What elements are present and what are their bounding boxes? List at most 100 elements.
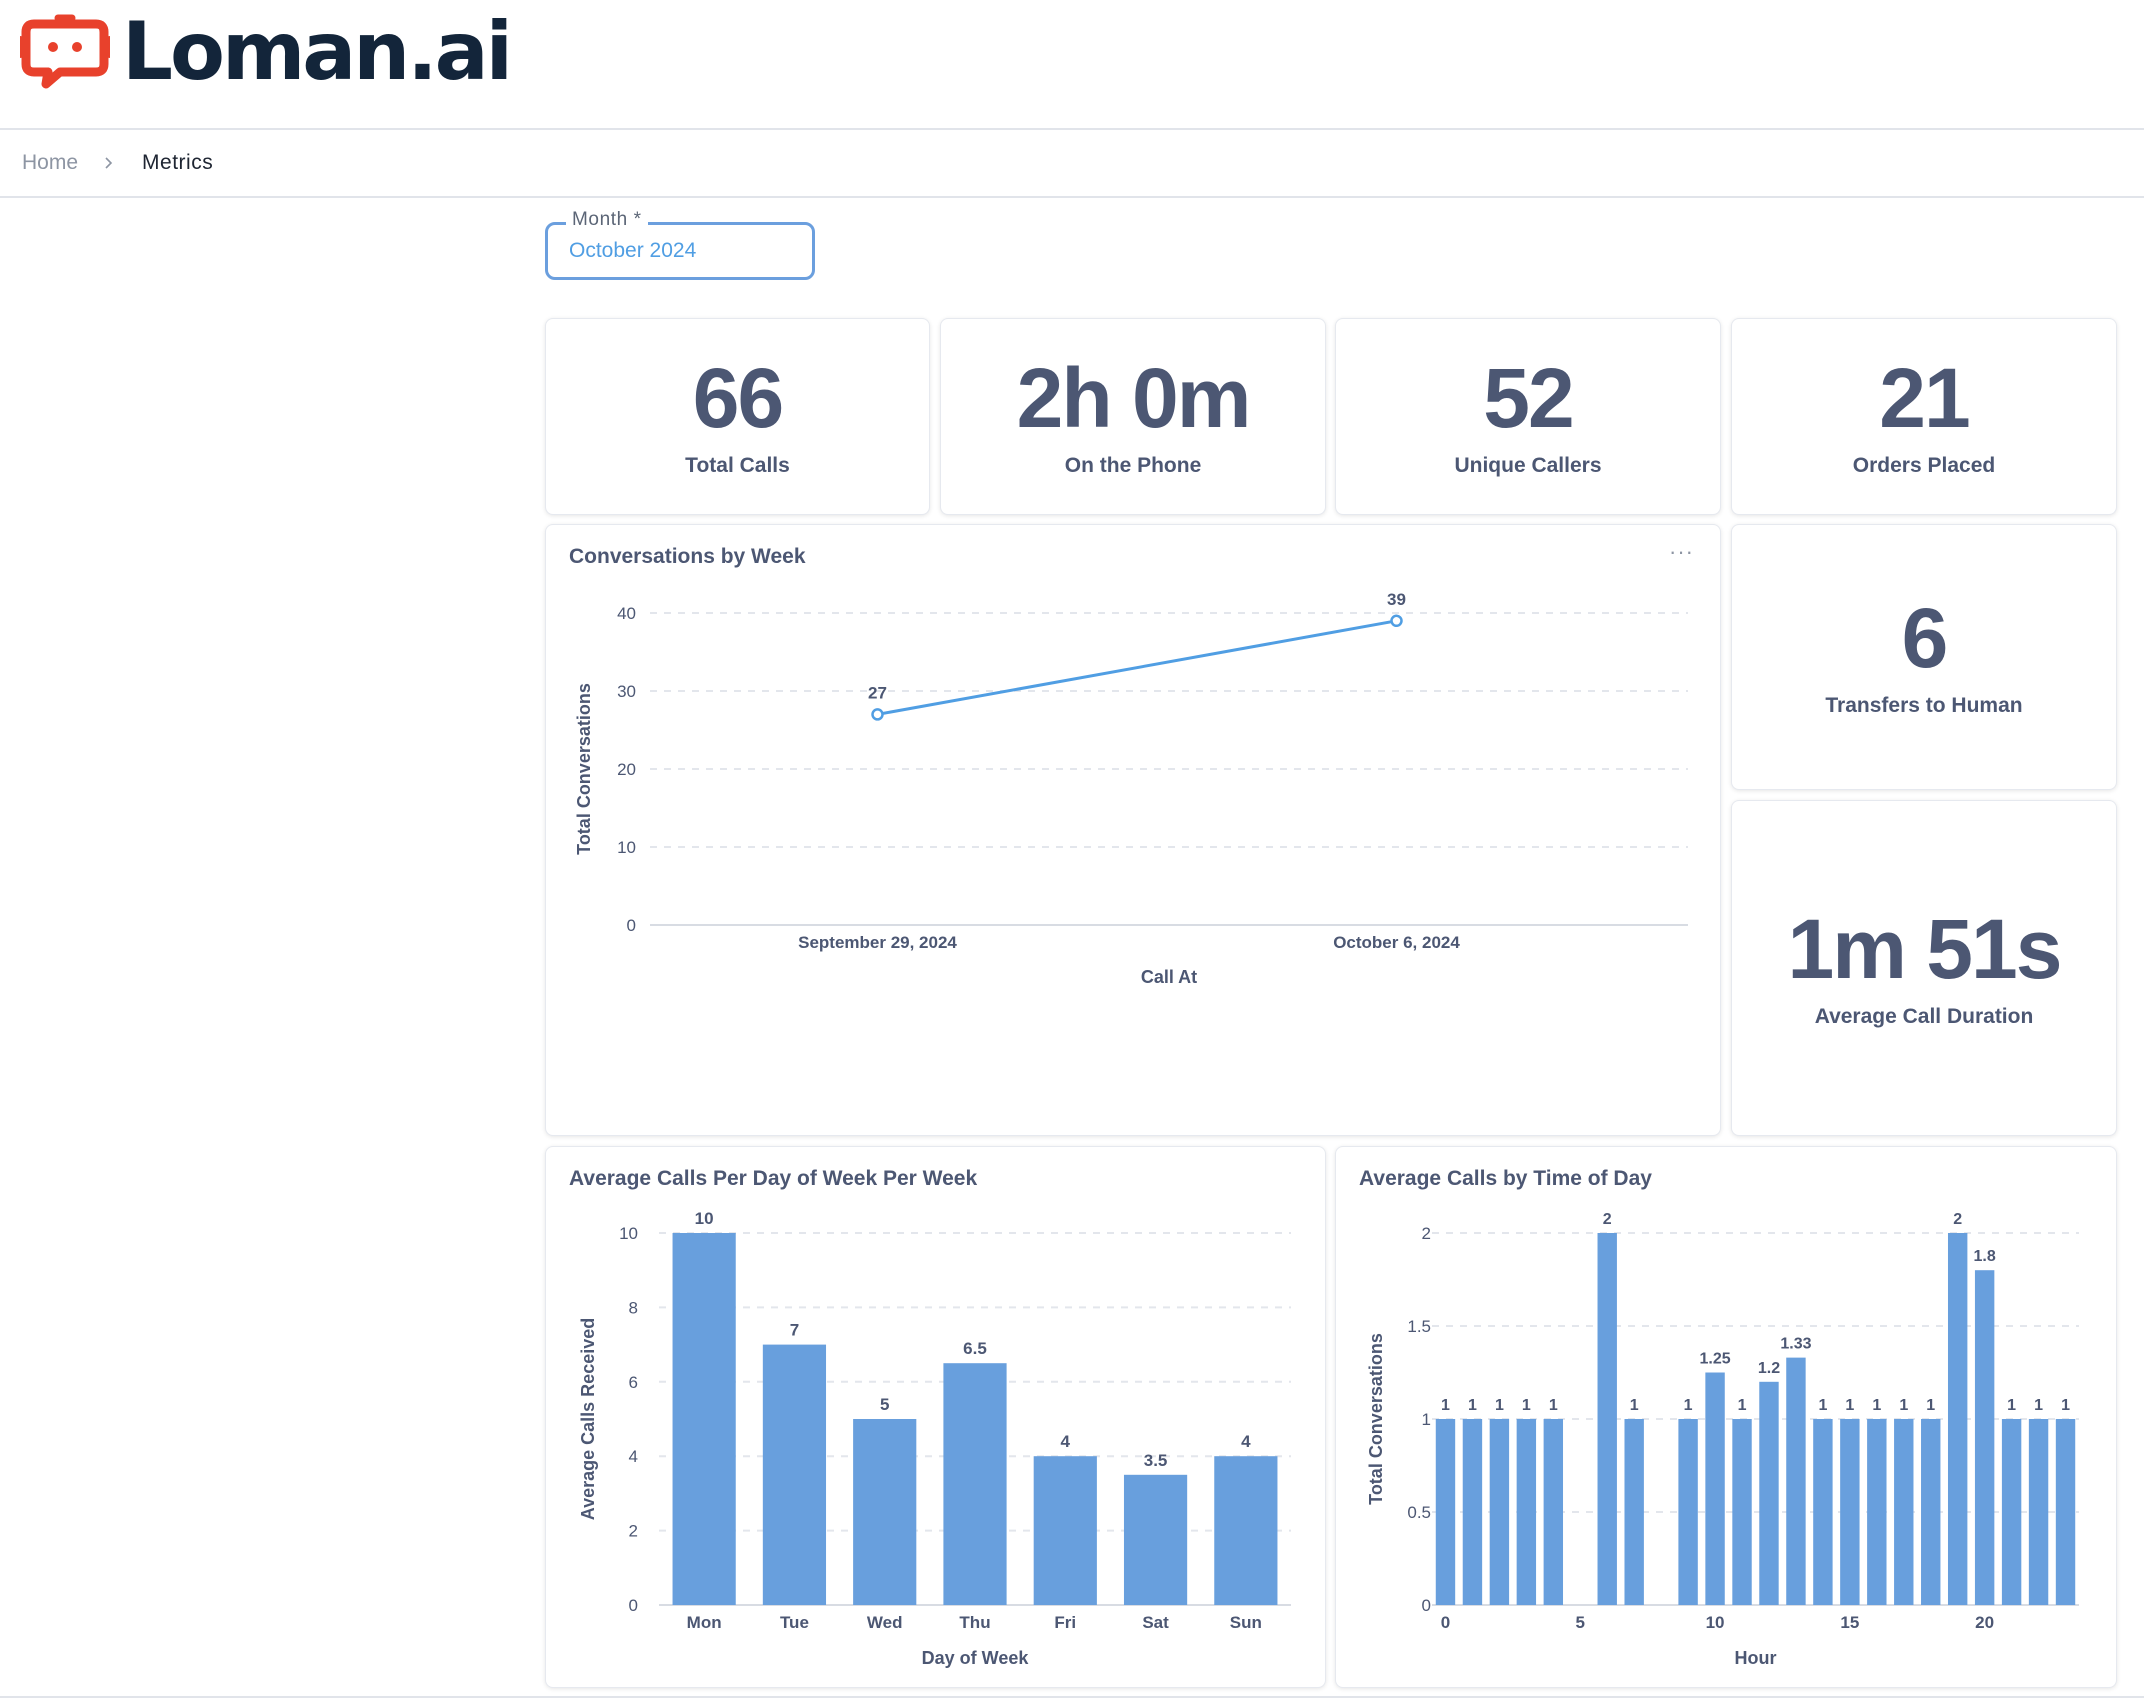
x-axis-title: Day of Week <box>922 1648 1030 1668</box>
month-filter[interactable]: Month * October 2024 <box>545 209 815 280</box>
unique-callers-card: 52 Unique Callers <box>1335 318 1721 515</box>
more-options-icon[interactable]: ··· <box>1669 539 1694 564</box>
bar <box>1759 1381 1779 1605</box>
y-tick-label: 4 <box>629 1447 638 1466</box>
data-label: 6.5 <box>963 1339 987 1358</box>
orders-placed-value: 21 <box>1879 350 1970 445</box>
bar <box>1597 1233 1617 1605</box>
y-axis-title: Average Calls Received <box>578 1318 598 1520</box>
day-of-week-title: Average Calls Per Day of Week Per Week <box>569 1167 978 1190</box>
bar <box>1516 1419 1537 1605</box>
bar <box>1123 1474 1188 1605</box>
y-tick-label: 2 <box>1422 1224 1431 1243</box>
data-label: 39 <box>1387 590 1406 609</box>
bar <box>1921 1419 1941 1605</box>
on-phone-label: On the Phone <box>1064 453 1202 477</box>
bar <box>1214 1456 1278 1605</box>
bar <box>1732 1419 1752 1605</box>
data-label: 2 <box>1603 1211 1612 1228</box>
bar <box>2001 1419 2022 1605</box>
data-label: 1 <box>1522 1397 1531 1414</box>
y-tick-label: 1.5 <box>1407 1317 1431 1336</box>
data-label: 4 <box>1241 1432 1251 1451</box>
x-tick-label: Sat <box>1142 1613 1169 1632</box>
bar <box>1705 1372 1725 1605</box>
day-of-week-card: Average Calls Per Day of Week Per Week 0… <box>545 1146 1326 1688</box>
y-axis-title: Total Conversations <box>1366 1333 1386 1505</box>
bar <box>943 1363 1007 1605</box>
total-calls-value: 66 <box>692 350 784 445</box>
data-label: 1 <box>2007 1397 2016 1414</box>
data-label: 1 <box>1630 1397 1639 1414</box>
bar <box>1435 1419 1456 1605</box>
data-label: 1.33 <box>1780 1336 1811 1353</box>
bar <box>1894 1419 1914 1605</box>
bar <box>672 1233 736 1605</box>
y-tick-label: 40 <box>617 604 636 623</box>
month-filter-value[interactable]: October 2024 <box>569 239 697 262</box>
series-line <box>877 619 1397 716</box>
x-tick-label: Mon <box>687 1613 722 1632</box>
x-tick-label: Fri <box>1054 1613 1076 1632</box>
data-label: 2 <box>1953 1211 1962 1228</box>
avg-duration-value: 1m 51s <box>1787 902 2063 996</box>
x-tick-label: Sun <box>1230 1613 1262 1632</box>
data-label: 1.25 <box>1699 1351 1730 1368</box>
y-tick-label: 2 <box>629 1522 638 1541</box>
x-tick-label: 0 <box>1441 1613 1450 1632</box>
data-label: 10 <box>695 1209 714 1228</box>
conversations-by-week-chart: 0 10 20 30 40 27 September 29, 2024 39 October 6… <box>574 590 1688 987</box>
x-tick-label: 15 <box>1840 1613 1859 1632</box>
x-tick-label: October 6, 2024 <box>1333 933 1460 952</box>
time-of-day-title: Average Calls by Time of Day <box>1359 1167 1652 1190</box>
data-label: 1 <box>1818 1397 1827 1414</box>
transfers-card: 6 Transfers to Human <box>1731 524 2117 790</box>
on-phone-card: 2h 0m On the Phone <box>940 318 1326 515</box>
orders-placed-label: Orders Placed <box>1852 453 1996 477</box>
time-of-day-card: Average Calls by Time of Day 0 0.5 1 1.5 2 1 1… <box>1335 1146 2117 1688</box>
x-tick-label: Tue <box>780 1613 809 1632</box>
y-tick-label: 6 <box>629 1373 638 1392</box>
bottom-divider <box>0 1696 2144 1698</box>
y-tick-label: 10 <box>617 838 636 857</box>
bar <box>1624 1419 1644 1605</box>
data-label: 1.2 <box>1758 1360 1780 1377</box>
brand-name: Loman.ai <box>122 5 513 98</box>
breadcrumb-home-link[interactable]: Home <box>22 151 79 174</box>
data-label: 7 <box>790 1321 799 1340</box>
logo[interactable]: Loman.ai <box>20 5 513 98</box>
data-label: 1 <box>1899 1397 1908 1414</box>
total-calls-card: 66 Total Calls <box>545 318 930 515</box>
data-point <box>1390 614 1403 628</box>
breadcrumb: Home Metrics <box>0 130 2144 198</box>
bar <box>1786 1357 1806 1605</box>
data-label: 1 <box>1845 1397 1854 1414</box>
data-label: 5 <box>880 1395 889 1414</box>
bar <box>1974 1270 1995 1605</box>
data-label: 1 <box>1738 1397 1747 1414</box>
total-calls-label: Total Calls <box>685 453 790 477</box>
y-tick-label: 0.5 <box>1407 1503 1431 1522</box>
data-label: 1 <box>1926 1397 1935 1414</box>
transfers-value: 6 <box>1901 591 1949 685</box>
bar <box>1947 1233 1968 1605</box>
y-tick-label: 8 <box>629 1298 638 1317</box>
bar <box>1867 1419 1887 1605</box>
bar <box>1462 1419 1483 1605</box>
data-label: 1 <box>1441 1397 1450 1414</box>
bar <box>762 1344 827 1605</box>
data-label: 1 <box>1684 1397 1693 1414</box>
data-label: 1 <box>1468 1397 1477 1414</box>
y-tick-label: 0 <box>627 916 636 935</box>
x-tick-label: Thu <box>959 1613 990 1632</box>
data-label: 1 <box>1495 1397 1504 1414</box>
bar <box>2055 1419 2076 1605</box>
chevron-right-icon <box>105 157 113 169</box>
x-tick-label: 20 <box>1975 1613 1994 1632</box>
x-tick-label: 5 <box>1576 1613 1585 1632</box>
data-label: 4 <box>1061 1432 1071 1451</box>
bar <box>2028 1419 2049 1605</box>
bar <box>1543 1419 1564 1605</box>
data-label: 1 <box>2061 1397 2070 1414</box>
